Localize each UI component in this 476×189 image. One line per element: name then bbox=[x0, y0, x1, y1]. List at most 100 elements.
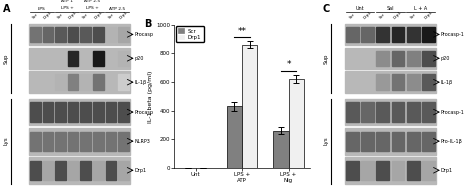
Bar bbox=[118, 102, 129, 122]
Bar bbox=[344, 71, 435, 93]
Bar bbox=[344, 47, 435, 69]
Text: Lys: Lys bbox=[4, 137, 9, 146]
Text: Drp1: Drp1 bbox=[134, 168, 147, 173]
Text: B: B bbox=[144, 19, 151, 29]
Bar bbox=[421, 102, 434, 122]
Text: Drp1: Drp1 bbox=[423, 10, 433, 20]
Text: LPS: LPS bbox=[38, 7, 46, 11]
Bar bbox=[360, 161, 373, 180]
Text: C: C bbox=[322, 4, 329, 14]
Text: LPS +: LPS + bbox=[60, 6, 73, 10]
Bar bbox=[406, 132, 419, 151]
Bar bbox=[29, 99, 129, 125]
Bar bbox=[391, 74, 404, 90]
Bar bbox=[105, 132, 116, 151]
Bar bbox=[55, 132, 66, 151]
Legend: Scr, Drp1: Scr, Drp1 bbox=[175, 26, 203, 43]
Bar bbox=[43, 27, 53, 42]
Bar bbox=[80, 27, 91, 42]
Text: Procasp-1: Procasp-1 bbox=[440, 110, 464, 115]
Text: Drp1: Drp1 bbox=[440, 168, 452, 173]
Bar bbox=[421, 132, 434, 151]
Bar bbox=[68, 74, 78, 90]
Text: Sal: Sal bbox=[386, 6, 393, 11]
Bar bbox=[376, 27, 388, 42]
Bar bbox=[421, 27, 434, 42]
Bar bbox=[68, 102, 78, 122]
Text: Procasp: Procasp bbox=[134, 110, 153, 115]
Bar bbox=[345, 27, 358, 42]
Bar bbox=[288, 79, 303, 168]
Bar bbox=[406, 102, 419, 122]
Bar bbox=[93, 50, 103, 66]
Text: LPS +: LPS + bbox=[86, 6, 98, 10]
Text: ATP 1: ATP 1 bbox=[61, 0, 73, 3]
Text: Lys: Lys bbox=[323, 137, 327, 146]
Bar bbox=[105, 27, 116, 42]
Bar bbox=[391, 161, 404, 180]
Bar bbox=[43, 161, 53, 180]
Bar bbox=[391, 27, 404, 42]
Text: Scr: Scr bbox=[82, 12, 89, 20]
Bar bbox=[376, 102, 388, 122]
Bar bbox=[30, 102, 40, 122]
Text: Drp1: Drp1 bbox=[362, 10, 372, 20]
Bar bbox=[118, 161, 129, 180]
Bar bbox=[406, 74, 419, 90]
Bar bbox=[93, 27, 103, 42]
Text: Sup: Sup bbox=[4, 53, 9, 64]
Bar bbox=[241, 45, 257, 168]
Text: Procasp-1: Procasp-1 bbox=[440, 32, 464, 37]
Text: *: * bbox=[286, 60, 290, 69]
Text: Scr: Scr bbox=[378, 12, 386, 20]
Bar bbox=[105, 161, 116, 180]
Text: Drp1: Drp1 bbox=[68, 10, 78, 20]
Bar bbox=[29, 24, 129, 45]
Bar bbox=[105, 102, 116, 122]
Bar bbox=[406, 27, 419, 42]
Bar bbox=[80, 161, 91, 180]
Bar bbox=[29, 71, 129, 93]
Bar bbox=[360, 102, 373, 122]
Bar bbox=[273, 131, 288, 168]
Bar bbox=[344, 128, 435, 155]
Bar bbox=[29, 128, 129, 155]
Bar bbox=[93, 161, 103, 180]
Bar bbox=[376, 132, 388, 151]
Bar bbox=[376, 161, 388, 180]
Bar bbox=[29, 157, 129, 184]
Text: Scr: Scr bbox=[31, 12, 39, 20]
Text: ATP 2.5: ATP 2.5 bbox=[84, 0, 100, 3]
Bar bbox=[29, 47, 129, 69]
Bar bbox=[93, 102, 103, 122]
Text: Scr: Scr bbox=[107, 12, 114, 20]
Bar bbox=[360, 132, 373, 151]
Bar bbox=[30, 27, 40, 42]
Bar bbox=[376, 50, 388, 66]
Bar bbox=[344, 24, 435, 45]
Bar bbox=[118, 50, 129, 66]
Bar bbox=[226, 106, 241, 168]
Bar bbox=[344, 157, 435, 184]
Text: NLRP3: NLRP3 bbox=[134, 139, 150, 144]
Bar bbox=[55, 74, 66, 90]
Text: IL-1β: IL-1β bbox=[134, 80, 147, 85]
Text: Drp1: Drp1 bbox=[118, 10, 128, 20]
Bar bbox=[43, 132, 53, 151]
Text: Unt: Unt bbox=[355, 6, 364, 11]
Text: IL-1β: IL-1β bbox=[440, 80, 452, 85]
Text: p20: p20 bbox=[440, 56, 449, 61]
Text: Drp1: Drp1 bbox=[43, 10, 53, 20]
Bar bbox=[80, 102, 91, 122]
Bar bbox=[80, 132, 91, 151]
Bar bbox=[55, 161, 66, 180]
Text: Drp1: Drp1 bbox=[93, 10, 103, 20]
Bar bbox=[80, 74, 91, 90]
Bar bbox=[68, 161, 78, 180]
Bar bbox=[118, 27, 129, 42]
Bar bbox=[55, 102, 66, 122]
Bar bbox=[376, 74, 388, 90]
Text: Sup: Sup bbox=[323, 53, 327, 64]
Y-axis label: IL-1 beta (pg/ml): IL-1 beta (pg/ml) bbox=[148, 70, 153, 123]
Text: Scr: Scr bbox=[348, 12, 356, 20]
